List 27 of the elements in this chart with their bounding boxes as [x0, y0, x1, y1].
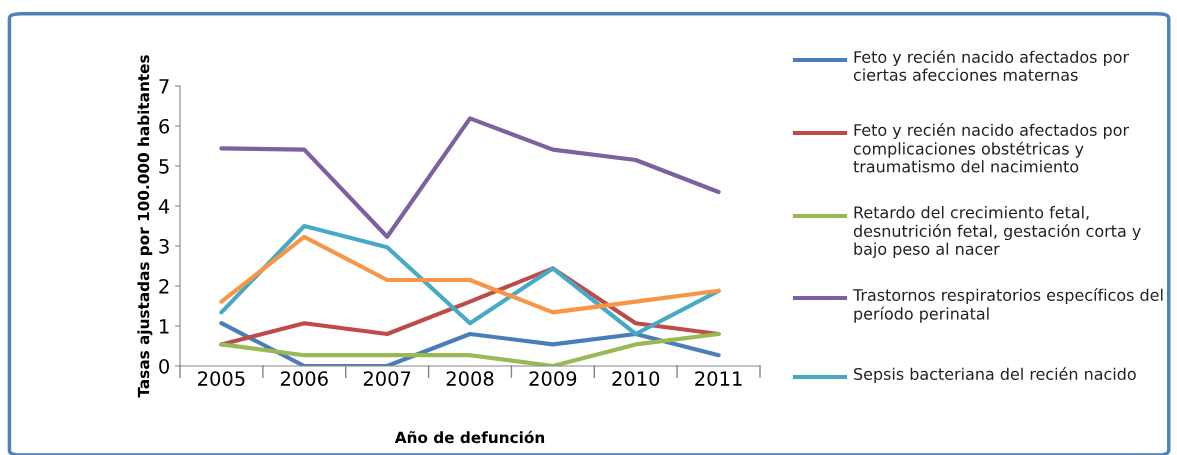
x-tick-label: 2010 — [612, 371, 660, 386]
y-tick-label: 6 — [159, 118, 170, 134]
y-tick-label: 7 — [159, 79, 169, 94]
x-tick-label: 2009 — [529, 371, 577, 386]
x-tick-label: 2005 — [198, 371, 245, 386]
legend-label: Sepsis bacteriana del recién nacido — [854, 367, 1136, 384]
legend-label: Feto y recién nacido afectados por complicaciones obstétricas y traumatismo del nacimiento — [853, 123, 1130, 173]
y-tick-label: 5 — [159, 159, 169, 174]
y-tick-label: 3 — [159, 238, 169, 254]
line-series — [219, 234, 721, 315]
line-series — [219, 331, 721, 366]
x-tick-label: 2008 — [446, 371, 494, 386]
line-series — [219, 321, 721, 366]
x-tick-label: 2006 — [280, 371, 328, 386]
legend-label: Feto y recién nacido afectados por ciertas afecciones maternas — [853, 50, 1130, 81]
y-tick-label: 1 — [160, 319, 169, 334]
line-series — [219, 223, 721, 337]
y-axis-title: Tasas ajustadas por 100.000 habitantes — [137, 55, 153, 398]
y-tick-label: 4 — [158, 199, 170, 214]
x-axis-title: Año de defunción — [394, 430, 545, 444]
y-tick-label: 2 — [159, 278, 169, 294]
legend-label: Retardo del crecimiento fetal, desnutrición fetal, gestación corta y bajo peso al nacer — [853, 206, 1141, 258]
line-series — [219, 116, 721, 239]
x-tick-label: 2011 — [695, 371, 742, 386]
x-tick-label: 2007 — [363, 371, 411, 386]
y-tick-label: 0 — [159, 358, 169, 374]
legend-label: Trastornos respiratorios específicos del período perinatal — [852, 288, 1163, 323]
